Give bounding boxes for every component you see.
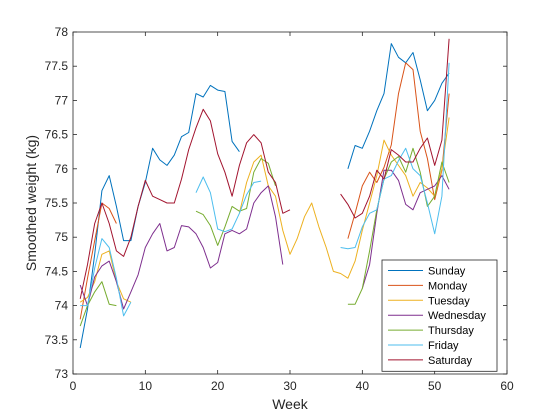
series-line-thursday-3 <box>347 147 450 305</box>
series-line-monday-2 <box>347 62 450 239</box>
x-tick-label: 20 <box>211 379 225 393</box>
y-tick-label: 74.5 <box>45 264 69 278</box>
y-tick-label: 76 <box>55 162 69 176</box>
legend-label-wednesday: Wednesday <box>428 310 486 322</box>
series-layer <box>79 38 450 349</box>
series-line-saturday-1 <box>79 108 291 299</box>
series-line-sunday-2 <box>347 43 450 169</box>
x-tick-label: 60 <box>500 379 514 393</box>
legend-label-saturday: Saturday <box>428 355 473 367</box>
axes-layer: 0 10 20 30 40 50 60 73 73.5 74 74.5 75 75.5 76 76.5 77 7… <box>45 25 514 393</box>
series-line-friday-2 <box>195 176 262 233</box>
x-tick-label: 0 <box>70 379 77 393</box>
series-line-friday-3 <box>340 62 450 250</box>
series-line-tuesday-2 <box>238 117 450 279</box>
y-tick-label: 73 <box>55 367 69 381</box>
y-tick-label: 77 <box>55 93 69 107</box>
y-tick-label: 73.5 <box>45 333 69 347</box>
y-tick-label: 75.5 <box>45 196 69 210</box>
y-axis-label: Smoothed weight (kg) <box>23 135 39 271</box>
y-tick-label: 76.5 <box>45 128 69 142</box>
y-tick-label: 77.5 <box>45 59 69 73</box>
x-tick-label: 40 <box>356 379 370 393</box>
series-line-sunday-1 <box>79 84 240 349</box>
y-tick-label: 75 <box>55 230 69 244</box>
series-line-friday-1 <box>80 238 132 317</box>
series-line-tuesday-1 <box>79 250 132 303</box>
legend-label-sunday: Sunday <box>428 266 466 278</box>
x-axis-label: Week <box>272 396 309 412</box>
y-tick-label: 74 <box>55 299 69 313</box>
series-line-wednesday-2 <box>361 169 450 289</box>
legend-label-thursday: Thursday <box>428 325 474 337</box>
x-tick-label: 30 <box>283 379 297 393</box>
series-line-monday-1 <box>79 202 117 320</box>
x-tick-label: 50 <box>428 379 442 393</box>
legend-label-tuesday: Tuesday <box>428 295 470 307</box>
series-line-thursday-2 <box>195 158 276 246</box>
legend-label-friday: Friday <box>428 340 459 352</box>
legend-label-monday: Monday <box>428 280 468 292</box>
series-line-wednesday-1 <box>79 185 284 310</box>
legend: Sunday Monday Tuesday Wednesday Thursday Frid… <box>381 259 498 372</box>
y-tick-label: 78 <box>55 25 69 39</box>
series-line-saturday-2 <box>340 38 450 219</box>
x-tick-label: 10 <box>139 379 153 393</box>
series-line-thursday-1 <box>79 281 117 327</box>
